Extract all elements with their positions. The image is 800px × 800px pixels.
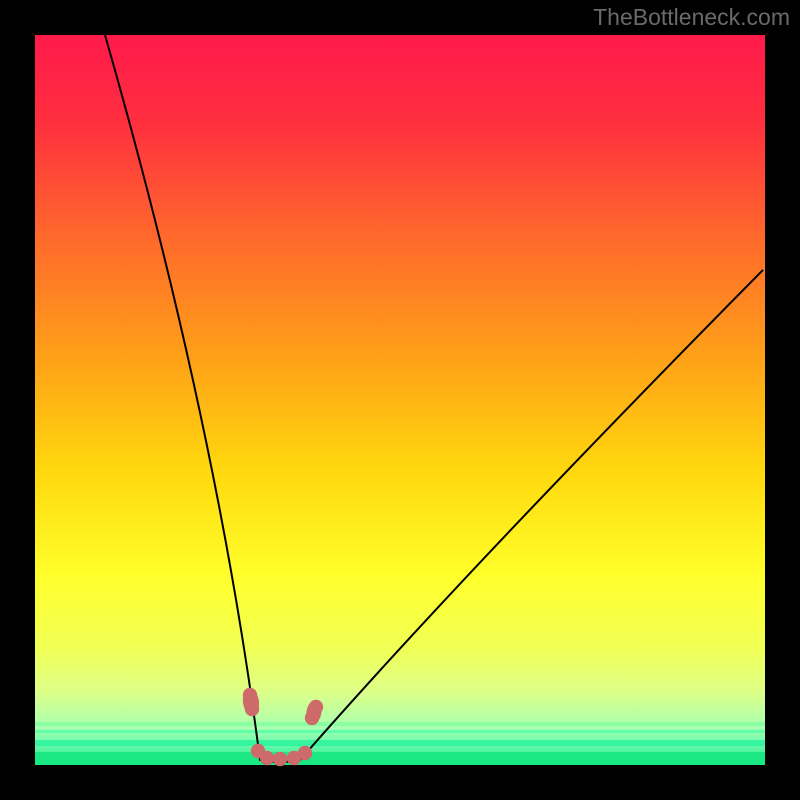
chart-stage: TheBottleneck.com (0, 0, 800, 800)
plot-svg (0, 0, 800, 800)
gradient-background (35, 35, 765, 765)
